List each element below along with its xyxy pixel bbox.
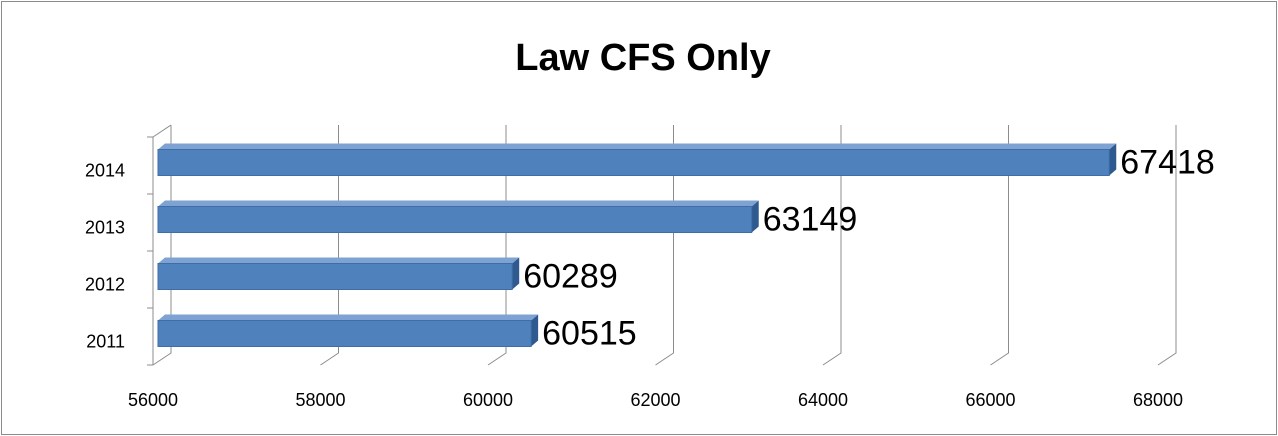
bar: [157, 257, 520, 290]
bar-side: [512, 257, 520, 290]
bar-front: [157, 263, 513, 290]
y-tick-label: 2012: [85, 274, 125, 294]
y-tick-label: 2013: [85, 217, 125, 237]
bar-top: [158, 143, 1117, 150]
bar-front: [157, 320, 532, 347]
chart-title: Law CFS Only: [515, 37, 770, 79]
bar-front: [157, 206, 753, 233]
y-tick-label: 2011: [86, 331, 125, 351]
bar: [157, 314, 539, 347]
x-tick-label: 66000: [965, 390, 1015, 410]
bar-top: [158, 257, 520, 264]
x-tick-label: 68000: [1133, 390, 1183, 410]
value-label: 60289: [523, 257, 618, 295]
grid-line: [822, 125, 842, 366]
value-label: 67418: [1120, 143, 1215, 181]
bar-side: [531, 314, 539, 347]
bar-top: [158, 200, 759, 207]
x-tick-label: 56000: [128, 390, 178, 410]
x-tick-label: 60000: [463, 390, 513, 410]
bar-top: [158, 314, 539, 321]
bar-side: [1109, 143, 1117, 176]
grid-line: [990, 125, 1009, 366]
x-tick-label: 58000: [295, 390, 345, 410]
bar-front: [157, 149, 1110, 176]
y-tick-label: 2014: [85, 160, 125, 180]
bar-side: [751, 200, 759, 233]
bar: [157, 200, 759, 233]
bar: [157, 143, 1117, 176]
value-label: 63149: [763, 200, 858, 238]
y-axis-top: [152, 124, 172, 138]
x-tick-label: 62000: [630, 390, 680, 410]
x-tick-label: 64000: [798, 390, 848, 410]
grid-line: [1157, 125, 1177, 366]
value-label: 60515: [542, 314, 637, 352]
